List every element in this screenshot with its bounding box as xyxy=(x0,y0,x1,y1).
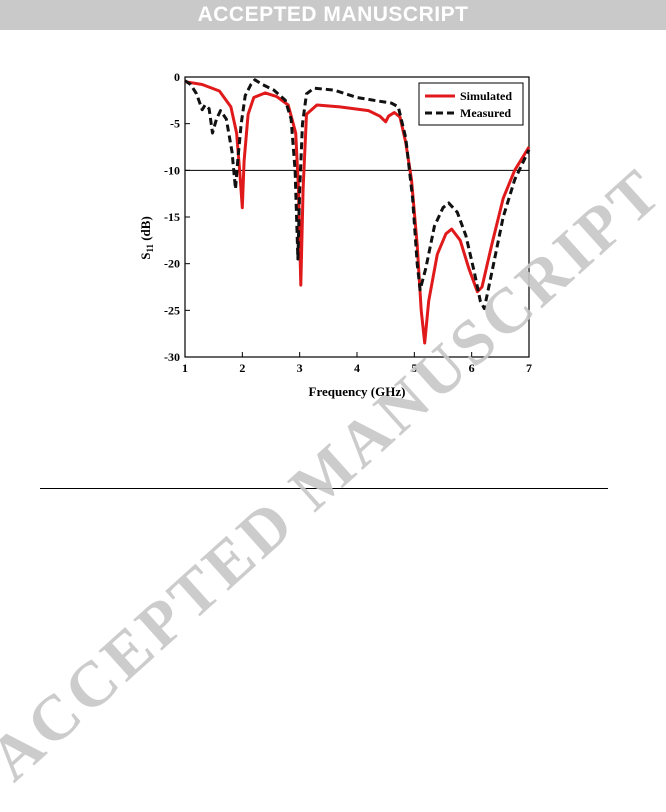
s11-chart: 1 2 3 4 5 6 7 0 -5 -10 -15 -20 -25 -30 Simulated Measu… xyxy=(138,70,532,399)
x-tick-label: 3 xyxy=(297,361,303,375)
s11-figure: 1 2 3 4 5 6 7 0 -5 -10 -15 -20 -25 -30 Simulated Measu… xyxy=(138,66,538,404)
x-tick-label: 5 xyxy=(411,361,417,375)
legend-label-measured: Measured xyxy=(460,106,511,120)
legend-box xyxy=(418,82,524,126)
y-tick-label: -15 xyxy=(164,210,180,224)
manuscript-banner: ACCEPTED MANUSCRIPT xyxy=(0,0,666,30)
series-line-simulated xyxy=(184,80,531,345)
y-tick-label: 0 xyxy=(174,70,180,84)
y-axis-label-subscript: 11 xyxy=(145,244,155,253)
y-tick-label: -20 xyxy=(164,257,180,271)
legend-label-simulated: Simulated xyxy=(460,89,512,103)
x-tick-label: 1 xyxy=(182,361,188,375)
x-tick-label: 7 xyxy=(526,361,532,375)
y-tick-label: -5 xyxy=(170,117,180,131)
x-tick-label: 6 xyxy=(469,361,475,375)
y-axis-label-unit: (dB) xyxy=(138,216,153,244)
series-line-measured xyxy=(184,78,531,310)
x-tick-label: 4 xyxy=(354,361,360,375)
x-tick-label: 2 xyxy=(239,361,245,375)
y-tick-label: -25 xyxy=(164,303,180,317)
y-tick-label: -10 xyxy=(164,163,180,177)
x-axis-label: Frequency (GHz) xyxy=(309,384,406,399)
y-tick-label: -30 xyxy=(164,350,180,364)
section-rule xyxy=(40,488,608,489)
y-axis-label-main: S xyxy=(138,253,153,260)
y-axis-label: S11 (dB) xyxy=(138,216,155,260)
